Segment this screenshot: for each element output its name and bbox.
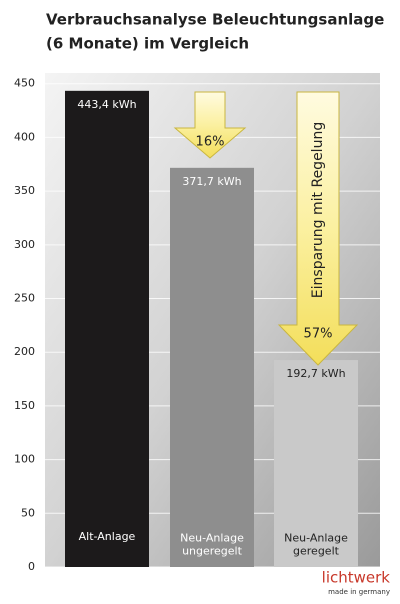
x-tick-label: Neu-Anlage ungeregelt [180, 531, 244, 557]
y-tick-label: 400 [14, 130, 35, 143]
y-tick-label: 250 [14, 292, 35, 305]
value-label: 371,7 kWh [182, 175, 241, 188]
annotation: Einsparung mit Regelung [310, 122, 326, 298]
x-tick-label: Neu-Anlage geregelt [284, 531, 348, 557]
annotation: 57% [304, 327, 333, 342]
y-tick-label: 300 [14, 238, 35, 251]
value-label: 192,7 kWh [286, 367, 345, 380]
y-tick-label: 0 [28, 560, 35, 573]
chart-title: Verbrauchsanalyse Beleuchtungsanlage [46, 11, 384, 29]
value-label: 443,4 kWh [77, 98, 136, 111]
y-tick-label: 450 [14, 77, 35, 90]
x-tick-label: Alt-Anlage [79, 530, 136, 543]
y-tick-label: 50 [21, 506, 35, 519]
y-tick-label: 150 [14, 399, 35, 412]
logo: lichtwerk [322, 569, 391, 587]
logo-tagline: made in germany [328, 588, 390, 596]
y-tick-label: 200 [14, 345, 35, 358]
y-tick-label: 100 [14, 453, 35, 466]
bar [65, 90, 149, 567]
y-tick-label: 350 [14, 184, 35, 197]
chart-subtitle: (6 Monate) im Vergleich [46, 35, 249, 53]
annotation: 16% [196, 135, 225, 150]
bar [170, 167, 254, 567]
arrow [173, 91, 247, 159]
arrow [277, 91, 359, 366]
bar [274, 360, 358, 567]
